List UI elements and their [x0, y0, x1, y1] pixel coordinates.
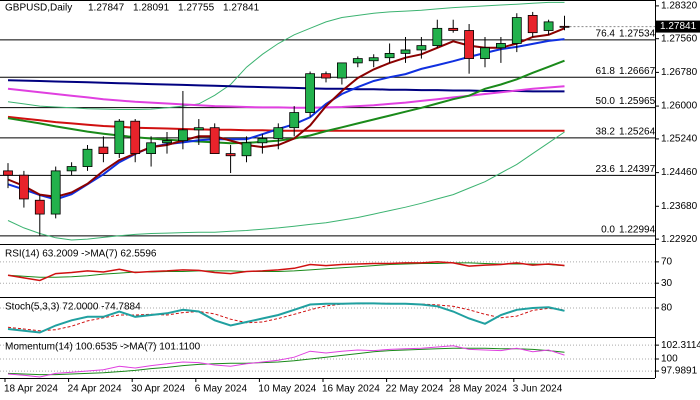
candle-body: [146, 142, 157, 154]
candle-body: [177, 129, 188, 142]
fib-price: 1.26667: [619, 66, 656, 77]
candle-body: [241, 142, 252, 157]
y-tick-label: 1.23680: [661, 201, 698, 212]
candle-body: [559, 25, 570, 28]
candle-body: [527, 14, 538, 34]
y-tick-label: 1.28320: [661, 1, 698, 12]
candle-body: [336, 62, 347, 79]
indicator-line: [7, 302, 565, 334]
candle-body: [495, 43, 506, 49]
x-tick-label: 18 Apr 2024: [4, 384, 58, 395]
y-tick-label: 100: [661, 354, 678, 365]
candle-body: [18, 174, 29, 200]
candle-body: [305, 73, 316, 113]
candle-body: [400, 49, 411, 54]
fib-level: 61.8: [596, 66, 616, 77]
y-tick-label: 1.26780: [661, 67, 698, 78]
pane-title: Momentum(14) 100.6535 ->MA(7) 101.1100: [5, 342, 201, 353]
candle-body: [98, 146, 109, 154]
x-tick-label: 22 May 2024: [386, 384, 444, 395]
fib-level: 38.2: [596, 127, 616, 138]
y-tick-label: 1.25240: [661, 134, 698, 145]
candle-body: [225, 153, 236, 157]
candle-body: [511, 17, 522, 44]
candle-body: [480, 47, 490, 59]
indicator-line: [7, 59, 565, 145]
indicator-line: [7, 115, 565, 132]
candle-body: [50, 170, 61, 215]
candle-body: [114, 120, 125, 154]
y-tick-label: 1.27560: [661, 33, 698, 44]
frame: [0, 0, 656, 379]
pane-title: GBPUSD,Daily: [5, 3, 72, 14]
candle-body: [321, 73, 331, 79]
indicator-line: [7, 79, 565, 93]
candle-body: [464, 30, 475, 59]
fib-level: 0.0: [601, 225, 615, 236]
x-tick-label: 6 May 2024: [195, 384, 248, 395]
fib-level: 50.0: [596, 96, 616, 107]
indicator-line: [7, 131, 565, 241]
ohlc-value: 1.28091: [133, 3, 170, 14]
candle-body: [543, 21, 554, 31]
candle-body: [416, 45, 427, 51]
last-price-box: [656, 20, 700, 33]
indicator-line: [7, 1, 565, 110]
fib-price: 1.22994: [619, 225, 656, 236]
ohlc-value: 1.27841: [223, 3, 260, 14]
y-tick-label: 1.24460: [661, 167, 698, 178]
candle-body: [289, 112, 300, 129]
y-tick-label: 1.22920: [661, 234, 698, 245]
y-tick-label: 30: [661, 278, 673, 289]
fib-level: 76.4: [596, 28, 616, 39]
candle-body: [384, 52, 395, 59]
fib-price: 1.25264: [619, 127, 656, 138]
candle-body: [448, 27, 459, 31]
indicator-line: [7, 302, 565, 332]
candle-body: [193, 127, 204, 131]
candle-body: [368, 57, 379, 62]
indicator-line: [7, 345, 565, 378]
candle-body: [257, 138, 268, 144]
candle-body: [34, 199, 45, 215]
ohlc-value: 1.27847: [88, 3, 125, 14]
fib-level: 23.6: [596, 164, 616, 175]
candle-body: [209, 127, 220, 154]
last-price-label: 1.27841: [660, 21, 697, 32]
fib-price: 1.27534: [619, 28, 656, 39]
candle-body: [130, 120, 141, 154]
indicator-line: [7, 347, 565, 376]
indicator-line: [7, 262, 565, 278]
indicator-line: [7, 261, 565, 282]
candle-body: [82, 148, 93, 167]
candle-body: [3, 170, 13, 176]
ohlc-value: 1.27755: [178, 3, 215, 14]
fib-price: 1.24397: [619, 164, 656, 175]
x-tick-label: 16 May 2024: [322, 384, 380, 395]
candle-body: [352, 58, 363, 64]
candle-body: [273, 127, 284, 139]
x-tick-label: 10 May 2024: [258, 384, 316, 395]
x-tick-label: 28 May 2024: [449, 384, 507, 395]
candle-body: [162, 140, 172, 144]
pane-title: RSI(14) 63.2009 ->MA(7) 62.5596: [5, 249, 157, 260]
y-tick-label: 80: [661, 303, 673, 314]
candle-body: [432, 27, 443, 47]
x-tick-label: 30 Apr 2024: [131, 384, 185, 395]
x-tick-label: 24 Apr 2024: [68, 384, 122, 395]
y-tick-label: 102.3114: [661, 340, 700, 351]
x-tick-label: 3 Jun 2024: [513, 384, 563, 395]
y-tick-label: 97.9891: [661, 366, 698, 377]
y-tick-label: 70: [661, 257, 673, 268]
candle-body: [66, 166, 77, 172]
pane-title: Stoch(5,3,3) 72.0000 -74.7884: [5, 302, 141, 313]
y-tick-label: 1.26000: [661, 101, 698, 112]
fib-price: 1.25965: [619, 96, 656, 107]
